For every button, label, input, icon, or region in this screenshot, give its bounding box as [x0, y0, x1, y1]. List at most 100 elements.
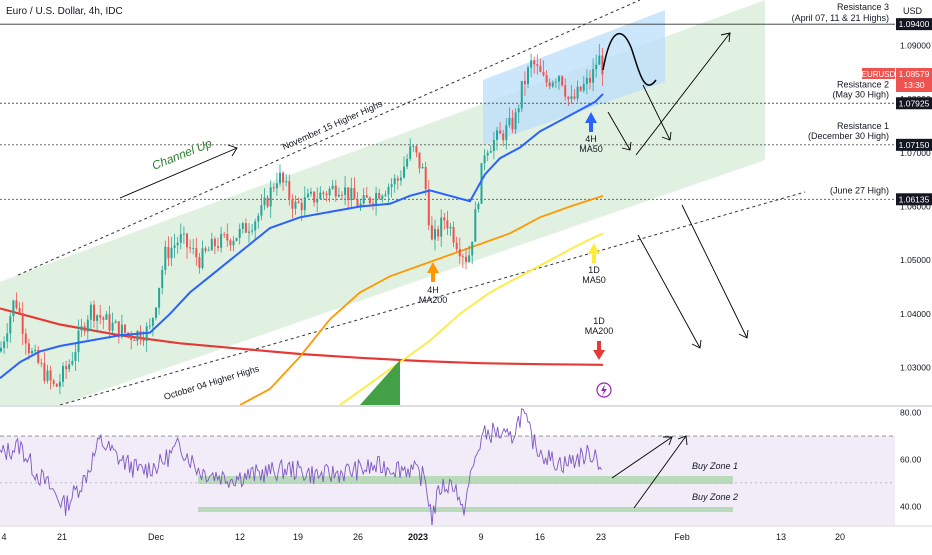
candle-body: [446, 220, 449, 229]
x-tick-3: 12: [235, 532, 245, 542]
candle-body: [105, 314, 108, 320]
candle-body: [248, 231, 250, 233]
candle-body: [235, 237, 238, 241]
candle-body: [58, 381, 61, 387]
candle-body: [34, 349, 37, 352]
candle-body: [37, 349, 40, 363]
candle-body: [430, 225, 433, 240]
candle-body: [449, 226, 452, 229]
candle-body: [452, 226, 455, 243]
level-badge-1: [896, 97, 932, 110]
candle-body: [161, 269, 164, 289]
candle-body: [238, 228, 241, 238]
candle-body: [384, 194, 387, 196]
candle-body: [396, 178, 399, 181]
x-tick-4: 19: [293, 532, 303, 542]
candle-body: [474, 209, 477, 242]
rsi-tick-0: 80.00: [900, 408, 922, 418]
candle-body: [337, 194, 340, 197]
candle-body: [288, 181, 291, 199]
buy-zone-2: [198, 507, 733, 512]
candle-body: [403, 166, 405, 178]
price-tick-6: 1.03000: [900, 362, 931, 372]
level-note-2: Resistance 1: [837, 121, 889, 131]
candle-body: [508, 117, 511, 126]
candle-body: [582, 84, 585, 91]
candle-body: [213, 238, 216, 247]
candle-body: [536, 64, 539, 66]
candle-body: [198, 257, 201, 268]
candle-body: [294, 201, 297, 209]
candle-body: [120, 324, 123, 338]
candle-body: [226, 233, 229, 241]
candle-body: [167, 246, 170, 259]
candle-body: [365, 195, 368, 198]
ma50-1d-label-2: MA50: [582, 275, 606, 285]
candle-body: [381, 195, 384, 199]
candle-body: [310, 191, 312, 194]
candle-body: [409, 146, 412, 159]
candle-body: [564, 85, 567, 97]
candle-body: [461, 256, 464, 258]
level-note2-2: (December 30 High): [808, 131, 889, 141]
candle-body: [570, 96, 573, 99]
symbol-badge-text: EURUSD: [862, 70, 896, 79]
candle-body: [251, 230, 254, 232]
price-tick-2: 1.07000: [900, 148, 931, 158]
candle-body: [465, 256, 467, 262]
candle-body: [455, 242, 458, 250]
x-tick-5: 26: [353, 532, 363, 542]
candle-body: [269, 187, 272, 207]
ma50-4h-label-2: MA50: [579, 144, 603, 154]
candle-body: [151, 318, 154, 326]
candle-body: [43, 363, 46, 381]
candle-body: [458, 249, 461, 257]
candle-body: [279, 172, 281, 184]
candle-body: [275, 183, 278, 189]
x-tick-9: 23: [596, 532, 606, 542]
candle-body: [176, 242, 179, 246]
candle-body: [139, 330, 142, 340]
candle-body: [62, 366, 64, 382]
rsi-arrows: [611, 435, 688, 509]
last-price-badge: [896, 68, 932, 92]
candle-body: [124, 324, 126, 333]
candle-body: [130, 334, 133, 341]
countdown: 13:30: [903, 80, 925, 90]
price-tick-3: 1.06000: [900, 202, 931, 212]
candle-body: [551, 82, 554, 87]
candle-body: [204, 248, 207, 251]
chart-title: Euro / U.S. Dollar, 4h, IDC: [6, 6, 123, 17]
candle-body: [316, 199, 319, 203]
candle-body: [133, 340, 136, 341]
candle-body: [111, 322, 114, 331]
candle-body: [192, 248, 195, 249]
candle-body: [21, 313, 24, 334]
consolidation-box: [483, 10, 665, 145]
candle-body: [170, 247, 173, 259]
candle-body: [486, 152, 489, 156]
candle-body: [272, 187, 275, 189]
ma50-4h-line: [0, 93, 604, 379]
candle-body: [561, 76, 564, 86]
candle-body: [164, 246, 167, 270]
candle-body: [186, 233, 188, 248]
x-tick-7: 9: [478, 532, 483, 542]
ma200-1d-label-1: 1D: [593, 316, 605, 326]
candle-body: [155, 307, 157, 319]
candle-body: [499, 130, 502, 134]
candle-body: [399, 177, 402, 181]
candle-body: [548, 82, 551, 87]
candle-body: [102, 317, 105, 320]
currency-label: USD: [903, 6, 923, 16]
candle-body: [291, 198, 294, 209]
candle-body: [418, 152, 421, 169]
candle-body: [244, 223, 247, 233]
candle-body: [68, 364, 71, 370]
ma50-4h-arrow: [585, 112, 597, 132]
ma50-1d-line: [339, 232, 604, 405]
candle-body: [142, 339, 145, 341]
ma200-4h-label-1: 4H: [427, 285, 439, 295]
candle-body: [579, 86, 582, 91]
